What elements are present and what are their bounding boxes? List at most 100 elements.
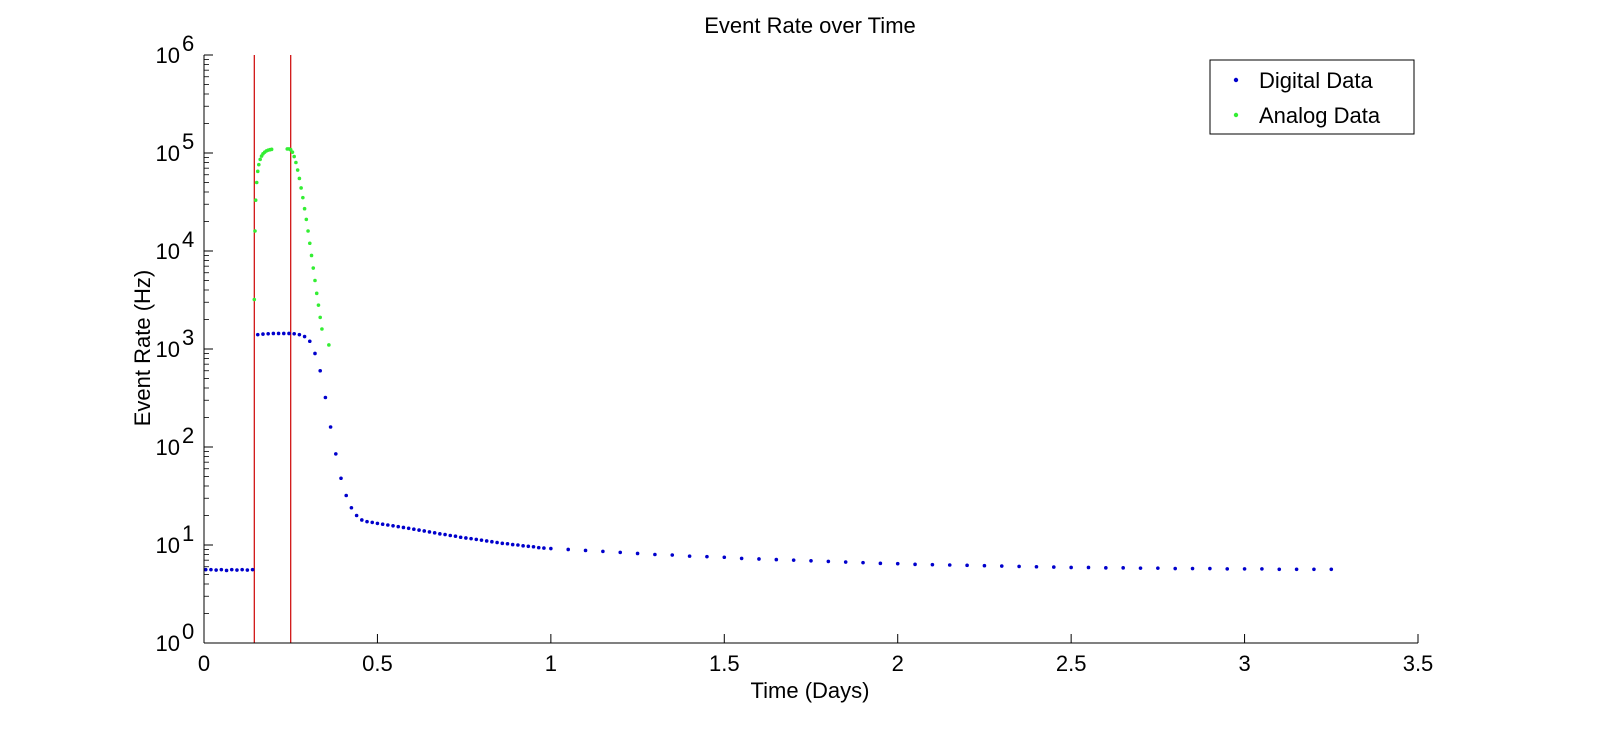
data-point	[370, 520, 375, 525]
data-point	[365, 519, 369, 524]
data-point	[269, 147, 274, 152]
data-point	[328, 425, 333, 429]
data-point	[1086, 565, 1091, 570]
data-point	[1104, 566, 1108, 570]
data-point	[982, 563, 987, 568]
data-point	[254, 180, 259, 185]
data-point	[316, 303, 321, 307]
data-point	[422, 529, 427, 533]
data-point	[401, 525, 406, 530]
legend-marker-analog	[1233, 112, 1239, 118]
y-tick-label: 10	[156, 631, 180, 656]
data-point	[495, 540, 499, 545]
y-tick-label: 10	[156, 43, 180, 68]
data-point	[526, 544, 531, 549]
data-point	[224, 568, 229, 573]
data-point	[391, 524, 395, 528]
data-point	[1277, 567, 1282, 572]
data-point	[566, 547, 570, 552]
data-point	[999, 564, 1004, 568]
data-point	[1242, 567, 1247, 571]
data-point	[521, 544, 525, 548]
data-point	[687, 554, 692, 558]
data-point	[301, 195, 305, 200]
data-point	[809, 558, 813, 563]
data-point	[861, 560, 865, 565]
data-point	[276, 331, 281, 336]
data-point	[705, 554, 709, 559]
data-point	[203, 567, 208, 572]
x-axis-title: Time (Days)	[751, 678, 870, 703]
data-point	[618, 550, 623, 555]
data-point	[438, 532, 442, 536]
data-point	[653, 552, 657, 557]
data-point	[360, 518, 364, 522]
plot-area	[204, 55, 1418, 643]
x-tick-label: 2	[892, 651, 904, 676]
data-point	[947, 563, 952, 567]
data-point	[229, 567, 234, 572]
data-point	[323, 395, 328, 400]
data-point	[339, 476, 343, 481]
x-tick-label: 1	[545, 651, 557, 676]
data-point	[635, 551, 640, 556]
data-point	[302, 206, 307, 211]
data-point	[253, 198, 258, 202]
plot-background	[204, 55, 1418, 643]
data-point	[505, 541, 510, 546]
y-tick-label: 10	[156, 533, 180, 558]
data-point	[281, 331, 286, 336]
data-point	[1121, 566, 1125, 570]
x-tick-label: 0.5	[362, 651, 393, 676]
data-point	[1312, 567, 1316, 572]
data-point	[479, 538, 484, 542]
data-point	[1069, 565, 1073, 570]
y-tick-label: 10	[156, 337, 180, 362]
data-point	[490, 539, 494, 544]
data-point	[271, 331, 276, 336]
marker-lines	[253, 55, 292, 643]
data-point	[245, 568, 250, 572]
data-point	[219, 567, 224, 572]
data-point	[757, 557, 761, 561]
data-point	[257, 162, 261, 167]
data-point	[266, 331, 270, 336]
data-point	[253, 229, 257, 233]
data-point	[297, 332, 302, 337]
data-point	[307, 339, 312, 344]
x-tick-label: 1.5	[709, 651, 740, 676]
data-point	[306, 229, 310, 233]
data-point	[417, 528, 421, 532]
data-point	[965, 563, 969, 568]
data-point	[307, 241, 312, 246]
y-tick-exponent: 1	[182, 521, 194, 546]
data-point	[255, 169, 260, 174]
data-point	[826, 559, 831, 564]
data-point	[255, 332, 260, 337]
legend-marker-digital	[1233, 77, 1239, 83]
y-axis-title: Event Rate (Hz)	[130, 270, 155, 427]
data-point	[349, 505, 354, 510]
data-point	[1225, 567, 1230, 571]
data-point	[209, 567, 213, 572]
data-point	[318, 368, 323, 373]
data-point	[500, 541, 505, 546]
data-point	[774, 557, 779, 562]
data-point	[1190, 566, 1195, 571]
data-point	[235, 568, 239, 572]
data-point	[1329, 567, 1334, 572]
data-point	[302, 334, 307, 339]
data-point	[531, 544, 536, 549]
legend: Digital Data Analog Data	[1209, 59, 1415, 135]
data-point	[252, 297, 257, 302]
data-point	[1156, 566, 1160, 570]
data-point	[930, 562, 935, 567]
data-point	[1052, 565, 1056, 569]
data-point	[510, 542, 515, 547]
data-point	[432, 531, 437, 535]
data-point	[297, 176, 302, 181]
data-point	[739, 556, 744, 561]
data-point	[214, 568, 218, 572]
data-point	[258, 157, 262, 162]
